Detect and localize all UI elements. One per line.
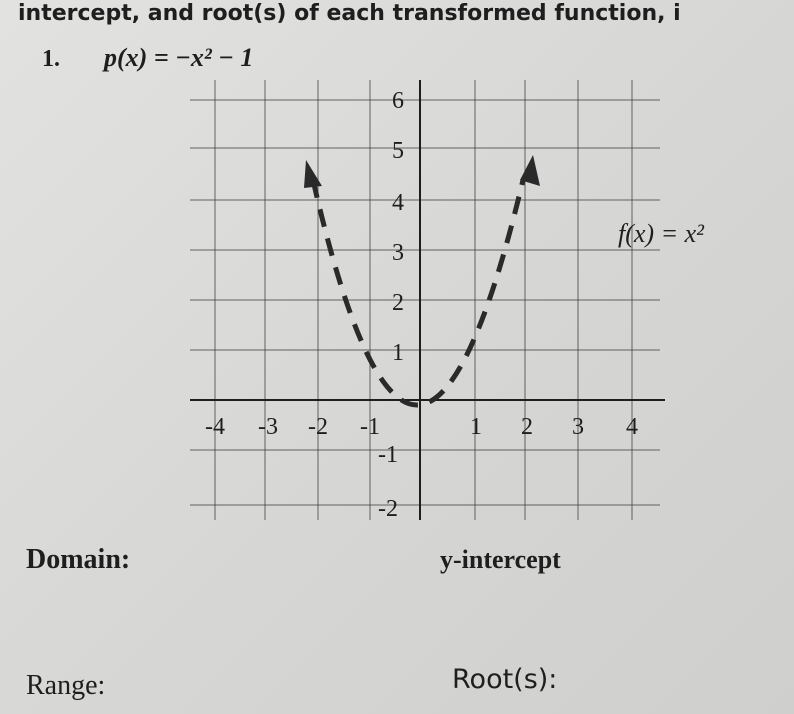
y-label: -1 xyxy=(378,442,398,468)
range-label: Range: xyxy=(26,670,105,701)
arrowhead xyxy=(304,160,322,188)
x-label: 3 xyxy=(572,414,584,440)
header: intercept, and root(s) of each transform… xyxy=(18,1,681,26)
domain-label: Domain: xyxy=(26,544,130,575)
y-label: 6 xyxy=(392,88,404,114)
y-label: 4 xyxy=(392,190,404,216)
y-label: 2 xyxy=(392,290,404,316)
x-label: -1 xyxy=(360,414,380,440)
parabola xyxy=(310,179,526,408)
x-label: 2 xyxy=(521,414,533,440)
arrowhead xyxy=(520,155,540,186)
problem-function: p(x) = −x² − 1 xyxy=(102,43,253,72)
x-label: -4 xyxy=(205,414,225,440)
x-label: -2 xyxy=(308,414,328,440)
y-label: 3 xyxy=(392,240,404,266)
curve-label: f(x) = x² xyxy=(618,219,705,248)
roots-label: Root(s): xyxy=(452,664,557,695)
y-label: 1 xyxy=(392,340,404,366)
y-label: -2 xyxy=(378,496,398,522)
x-label: -3 xyxy=(258,414,278,440)
y-labels: 6 5 4 3 2 1 -1 -2 xyxy=(378,88,404,522)
graph-grid xyxy=(190,80,665,520)
y-label: 5 xyxy=(392,138,404,164)
x-label: 1 xyxy=(470,414,482,440)
x-labels: -4 -3 -2 -1 1 2 3 4 xyxy=(205,414,638,440)
x-label: 4 xyxy=(626,414,638,440)
problem-number: 1. xyxy=(42,46,60,72)
y-intercept-label: y-intercept xyxy=(440,545,561,574)
